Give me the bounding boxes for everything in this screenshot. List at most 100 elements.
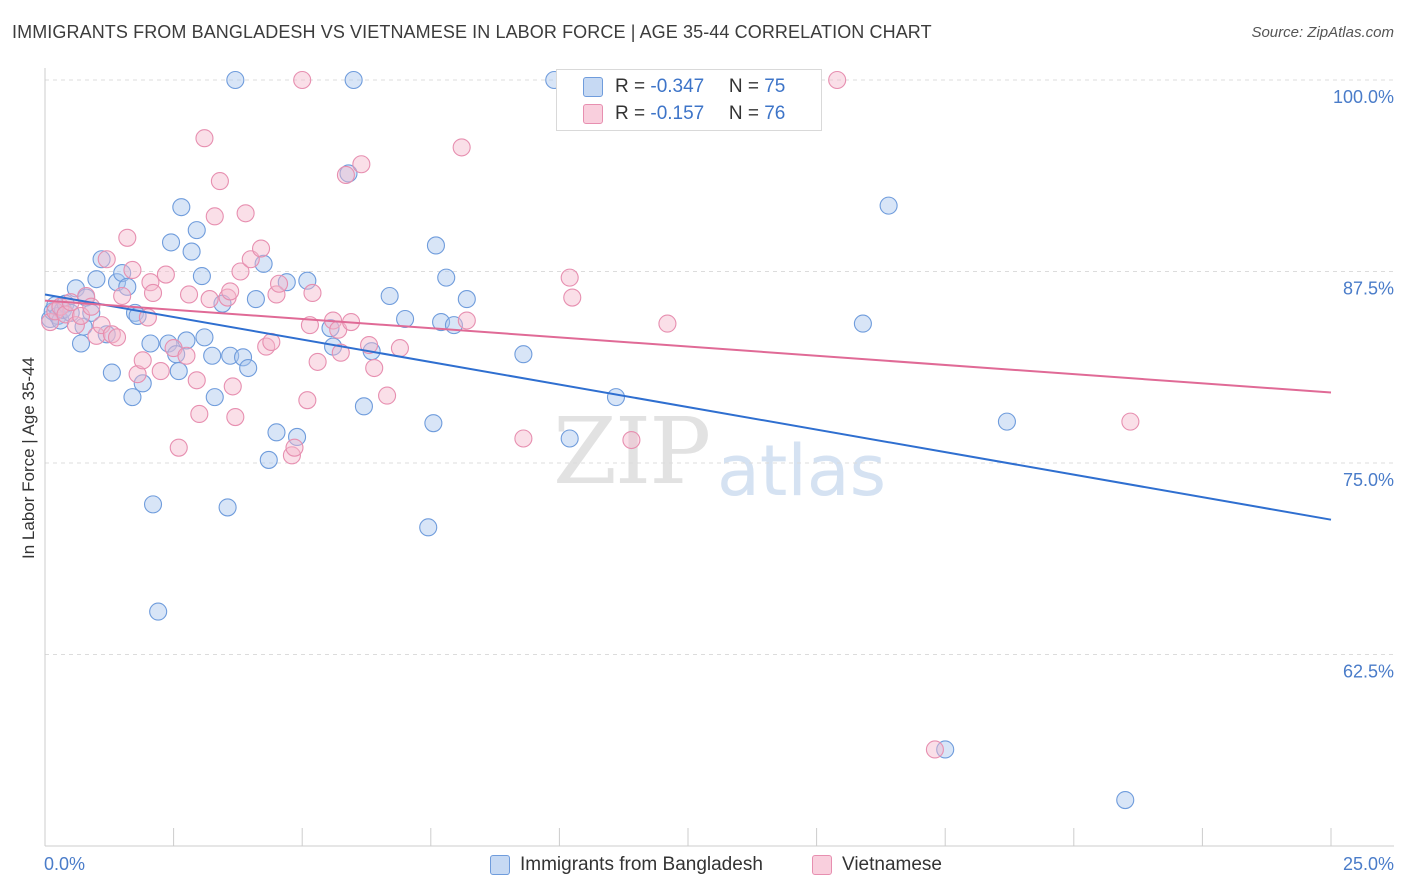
vietnamese-point-37 xyxy=(226,407,245,427)
bangladesh-point-43 xyxy=(233,348,253,367)
vietnamese-point-58 xyxy=(352,155,371,174)
bangladesh-point-44 xyxy=(239,358,258,378)
source-label: Source: ZipAtlas.com xyxy=(1251,24,1394,41)
vietnamese-point-25 xyxy=(169,438,188,457)
vietnamese-point-36 xyxy=(223,377,242,396)
vietnamese-point-48 xyxy=(293,70,312,90)
y-tick-label-1: 87.5% xyxy=(1343,279,1394,299)
vietnamese-point-15 xyxy=(118,228,137,247)
bangladesh-point-13 xyxy=(87,270,106,289)
bangladesh-point-47 xyxy=(259,450,278,469)
n-value: 75 xyxy=(764,76,786,97)
bangladesh-point-37 xyxy=(203,346,222,365)
bangladesh-point-67 xyxy=(514,345,533,364)
vietnamese-point-68 xyxy=(622,430,641,450)
vietnamese-point-69 xyxy=(658,314,677,333)
vietnamese-point-5 xyxy=(66,316,85,335)
legend-swatch-pink xyxy=(812,855,832,875)
series-bangladesh xyxy=(41,70,1135,810)
watermark-atlas: atlas xyxy=(717,430,887,512)
vietnamese-point-11 xyxy=(97,250,116,269)
vietnamese-point-28 xyxy=(187,371,206,390)
vietnamese-point-16 xyxy=(123,260,142,280)
vietnamese-point-63 xyxy=(452,138,471,157)
tick-labels: 100.0% 87.5% 75.0% 62.5% 0.0% 25.0% xyxy=(44,87,1394,874)
stats-legend: R = -0.347 N = 75 R = -0.157 N = 76 xyxy=(556,69,822,131)
vietnamese-point-45 xyxy=(270,274,289,293)
bangladesh-point-69 xyxy=(560,429,579,448)
r-label: R = xyxy=(615,103,651,124)
vietnamese-point-20 xyxy=(141,273,160,292)
vietnamese-point-62 xyxy=(390,339,409,358)
vietnamese-point-17 xyxy=(128,365,147,384)
vietnamese-trend-line xyxy=(44,299,1332,394)
bangladesh-point-23 xyxy=(133,374,152,393)
bangladesh-point-61 xyxy=(424,414,443,433)
vietnamese-point-51 xyxy=(303,283,322,302)
bangladesh-point-33 xyxy=(182,242,201,261)
vietnamese-point-21 xyxy=(143,283,163,302)
bangladesh-point-74 xyxy=(997,412,1016,431)
chart-title: IMMIGRANTS FROM BANGLADESH VS VIETNAMESE… xyxy=(12,22,932,42)
vietnamese-point-66 xyxy=(560,268,579,287)
y-axis-label: In Labor Force | Age 35-44 xyxy=(19,357,38,559)
bangladesh-point-59 xyxy=(396,309,415,329)
bangladesh-point-18 xyxy=(113,263,132,283)
bangladesh-point-24 xyxy=(141,334,160,353)
bangladesh-point-19 xyxy=(118,277,137,296)
vietnamese-point-60 xyxy=(365,358,384,378)
bangladesh-point-31 xyxy=(172,198,191,217)
n-label: N = xyxy=(728,76,765,97)
vietnamese-point-52 xyxy=(308,352,327,371)
bangladesh-point-40 xyxy=(218,498,237,517)
vietnamese-point-71 xyxy=(925,740,944,759)
trend-lines xyxy=(44,293,1332,521)
y-tick-label-2: 75.0% xyxy=(1343,470,1394,490)
bangladesh-point-30 xyxy=(169,362,188,381)
vietnamese-point-38 xyxy=(231,262,250,281)
bangladesh-point-35 xyxy=(192,267,211,286)
vietnamese-point-33 xyxy=(210,172,229,191)
legend-label-vietnamese: Vietnamese xyxy=(842,854,942,875)
bangladesh-trend-line xyxy=(44,293,1332,521)
bangladesh-point-56 xyxy=(354,397,373,416)
bangladesh-point-20 xyxy=(123,388,142,407)
y-tick-label-3: 62.5% xyxy=(1343,662,1394,682)
bangladesh-point-14 xyxy=(92,250,111,269)
vietnamese-point-10 xyxy=(92,316,111,335)
bangladesh-point-45 xyxy=(246,290,265,309)
bangladesh-point-71 xyxy=(853,314,872,333)
vietnamese-point-65 xyxy=(514,429,533,448)
legend-item-bangladesh[interactable]: Immigrants from Bangladesh xyxy=(490,852,763,878)
vietnamese-point-35 xyxy=(221,282,240,301)
vietnamese-point-13 xyxy=(107,328,127,347)
vietnamese-point-9 xyxy=(87,326,106,345)
vietnamese-point-72 xyxy=(1121,412,1140,431)
x-tick-label-min: 0.0% xyxy=(44,854,85,874)
y-tick-label-0: 100.0% xyxy=(1333,87,1394,107)
vietnamese-point-26 xyxy=(177,346,196,365)
vietnamese-point-30 xyxy=(195,129,214,148)
bangladesh-point-25 xyxy=(143,495,163,514)
vietnamese-point-18 xyxy=(133,351,152,370)
bangladesh-point-38 xyxy=(205,388,224,407)
vietnamese-point-39 xyxy=(236,204,255,223)
bangladesh-point-10 xyxy=(74,317,93,336)
vietnamese-point-50 xyxy=(300,316,319,335)
vietnamese-point-49 xyxy=(298,391,317,410)
legend-item-vietnamese[interactable]: Vietnamese xyxy=(812,852,942,878)
bangladesh-point-55 xyxy=(344,70,363,90)
vietnamese-point-23 xyxy=(156,265,175,284)
r-label: R = xyxy=(615,76,651,97)
bangladesh-point-8 xyxy=(66,279,85,298)
r-value: -0.157 xyxy=(650,103,705,124)
bangladesh-point-48 xyxy=(267,423,286,442)
vietnamese-point-59 xyxy=(360,335,379,355)
legend-swatch-blue xyxy=(583,77,603,97)
vietnamese-point-41 xyxy=(251,239,271,258)
x-tick-label-max: 25.0% xyxy=(1343,854,1394,874)
series-vietnamese xyxy=(41,70,1140,759)
bangladesh-point-70 xyxy=(606,388,626,407)
bangladesh-point-42 xyxy=(226,70,245,90)
